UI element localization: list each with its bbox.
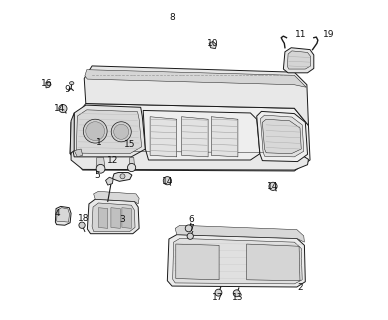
Text: 6: 6 bbox=[188, 215, 194, 224]
Circle shape bbox=[128, 164, 136, 172]
Polygon shape bbox=[98, 208, 108, 228]
Text: 5: 5 bbox=[94, 171, 100, 180]
Circle shape bbox=[86, 122, 105, 140]
Circle shape bbox=[111, 122, 131, 142]
Ellipse shape bbox=[69, 82, 74, 85]
Text: 3: 3 bbox=[119, 215, 125, 224]
Circle shape bbox=[269, 182, 277, 190]
Polygon shape bbox=[247, 244, 300, 281]
Polygon shape bbox=[92, 203, 135, 231]
Text: 7: 7 bbox=[188, 225, 194, 234]
Polygon shape bbox=[175, 225, 305, 242]
Polygon shape bbox=[122, 208, 131, 228]
Polygon shape bbox=[70, 104, 310, 171]
Text: 12: 12 bbox=[107, 156, 118, 165]
Text: 1: 1 bbox=[95, 138, 101, 147]
Circle shape bbox=[114, 124, 129, 139]
Polygon shape bbox=[55, 206, 71, 225]
Text: 2: 2 bbox=[298, 283, 303, 292]
Text: 14: 14 bbox=[267, 182, 278, 191]
Text: 15: 15 bbox=[124, 140, 135, 149]
Polygon shape bbox=[96, 157, 105, 168]
Polygon shape bbox=[260, 115, 304, 157]
Polygon shape bbox=[87, 199, 139, 234]
Polygon shape bbox=[209, 42, 217, 49]
Circle shape bbox=[96, 164, 105, 173]
Polygon shape bbox=[262, 119, 301, 154]
Text: 19: 19 bbox=[323, 30, 334, 39]
Circle shape bbox=[79, 222, 85, 228]
Polygon shape bbox=[111, 208, 120, 228]
Text: 14: 14 bbox=[162, 178, 173, 187]
Polygon shape bbox=[70, 113, 74, 154]
Polygon shape bbox=[143, 110, 260, 160]
Polygon shape bbox=[106, 177, 113, 185]
Circle shape bbox=[59, 105, 67, 113]
Polygon shape bbox=[150, 117, 177, 157]
Polygon shape bbox=[173, 238, 302, 284]
Polygon shape bbox=[73, 105, 146, 157]
Text: 18: 18 bbox=[78, 213, 89, 222]
Text: 14: 14 bbox=[54, 104, 66, 113]
Polygon shape bbox=[84, 66, 308, 125]
Circle shape bbox=[215, 289, 222, 296]
Polygon shape bbox=[113, 172, 132, 181]
Circle shape bbox=[83, 119, 107, 143]
Text: 13: 13 bbox=[232, 293, 244, 302]
Polygon shape bbox=[57, 208, 69, 222]
Polygon shape bbox=[288, 51, 311, 69]
Polygon shape bbox=[257, 111, 308, 162]
Polygon shape bbox=[182, 117, 208, 157]
Polygon shape bbox=[46, 82, 51, 88]
Circle shape bbox=[120, 174, 125, 179]
Polygon shape bbox=[85, 70, 306, 87]
Polygon shape bbox=[283, 48, 314, 73]
Circle shape bbox=[185, 225, 192, 232]
Text: 16: 16 bbox=[41, 79, 52, 88]
Text: 10: 10 bbox=[207, 39, 218, 48]
Circle shape bbox=[187, 233, 193, 239]
Text: 11: 11 bbox=[295, 30, 307, 39]
Polygon shape bbox=[94, 191, 139, 204]
Polygon shape bbox=[167, 235, 305, 287]
Polygon shape bbox=[71, 148, 308, 170]
Polygon shape bbox=[211, 117, 238, 157]
Circle shape bbox=[233, 290, 240, 297]
Text: 9: 9 bbox=[65, 85, 71, 94]
Text: 4: 4 bbox=[55, 209, 61, 218]
Polygon shape bbox=[129, 157, 134, 167]
Text: 17: 17 bbox=[212, 293, 224, 302]
Text: 8: 8 bbox=[169, 13, 175, 22]
Polygon shape bbox=[176, 244, 219, 280]
Circle shape bbox=[163, 177, 171, 185]
Polygon shape bbox=[76, 110, 142, 154]
Polygon shape bbox=[74, 149, 83, 157]
